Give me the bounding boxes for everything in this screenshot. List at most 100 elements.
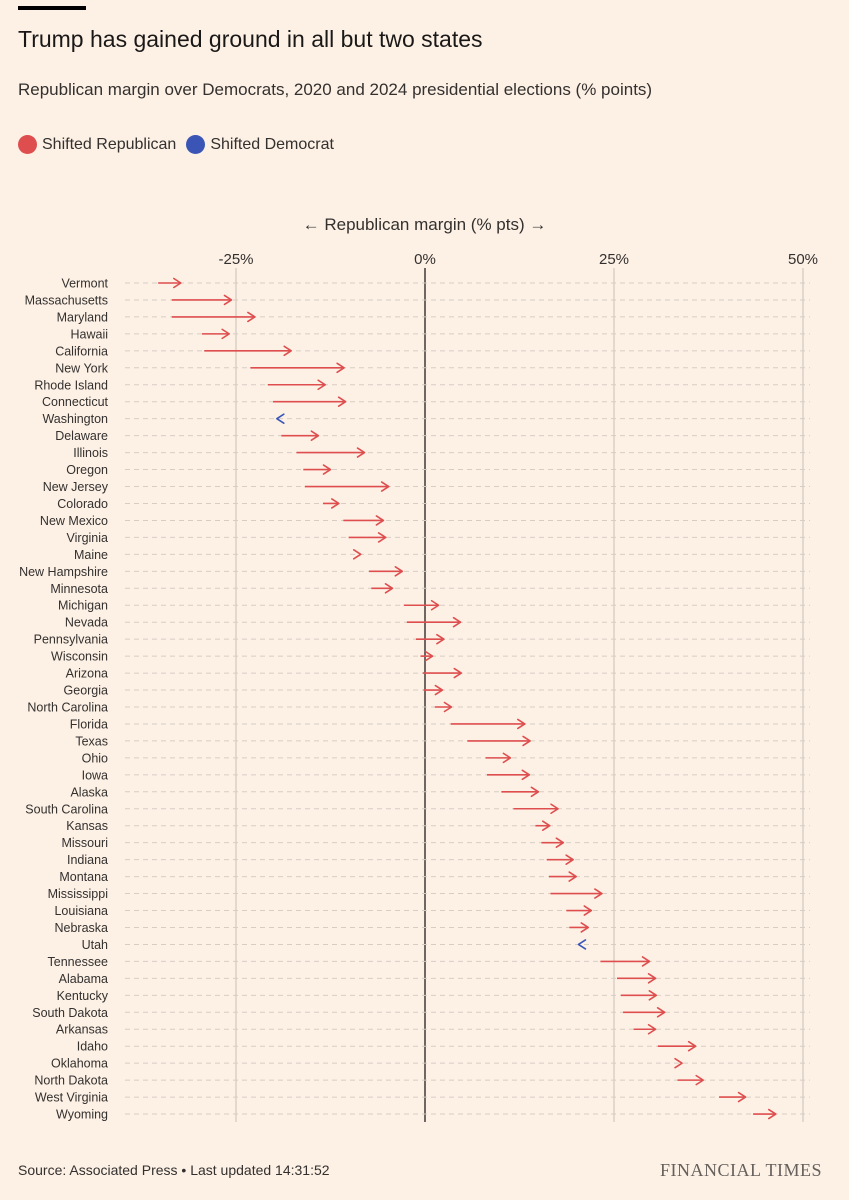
shift-arrow-head (276, 413, 285, 424)
state-label: Maine (74, 548, 108, 562)
state-label: Hawaii (70, 327, 108, 341)
state-label: New Hampshire (19, 565, 108, 579)
state-row: Kansas (66, 819, 810, 833)
state-label: Pennsylvania (34, 633, 108, 647)
state-label: Florida (70, 717, 108, 731)
state-label: Nebraska (55, 921, 109, 935)
state-row: Vermont (61, 277, 810, 291)
shift-arrow-head (247, 311, 256, 323)
state-label: Minnesota (50, 582, 108, 596)
shift-arrow-head (641, 956, 651, 967)
state-row: South Dakota (32, 1006, 810, 1020)
shift-arrow-head (541, 820, 551, 832)
shift-arrow-head (452, 616, 462, 628)
shift-arrow-head (173, 277, 182, 289)
state-row: New Jersey (43, 480, 810, 494)
state-row: Colorado (57, 497, 810, 511)
state-label: Texas (75, 734, 108, 748)
state-row: Wyoming (56, 1108, 810, 1122)
state-label: Tennessee (48, 955, 109, 969)
state-label: South Dakota (32, 1006, 108, 1020)
state-row: Massachusetts (25, 293, 810, 307)
shift-arrow-head (530, 786, 540, 798)
state-row: Virginia (67, 531, 810, 545)
shift-arrow-head (223, 294, 233, 306)
shift-arrow-head (336, 362, 345, 374)
state-label: Idaho (77, 1040, 108, 1054)
state-row: Oregon (66, 463, 810, 477)
state-label: South Carolina (25, 802, 108, 816)
state-label: Georgia (64, 684, 109, 698)
top-rule (18, 6, 86, 10)
state-row: Tennessee (48, 955, 810, 969)
state-row: Idaho (77, 1040, 810, 1054)
shift-arrow-head (565, 854, 574, 865)
shift-arrow-head (331, 498, 340, 509)
state-row: Hawaii (70, 327, 810, 341)
state-row: New Mexico (40, 514, 810, 528)
state-row: Washington (42, 412, 810, 426)
source-note: Source: Associated Press • Last updated … (18, 1162, 330, 1178)
state-row: Kentucky (57, 989, 810, 1003)
chart-title: Trump has gained ground in all but two s… (18, 26, 483, 52)
state-label: Arkansas (56, 1023, 108, 1037)
state-row: Maine (74, 548, 810, 562)
state-label: Massachusetts (25, 293, 108, 307)
shift-arrow-head (443, 701, 453, 713)
shift-arrow-head (380, 481, 390, 492)
shift-arrow-head (767, 1108, 777, 1120)
state-label: Vermont (61, 277, 108, 291)
state-row: Michigan (58, 599, 810, 613)
state-row: Ohio (82, 751, 810, 765)
tick-label-layer: -25% 0% 25% 50% (218, 251, 818, 268)
shift-arrow-head (221, 328, 230, 340)
state-label: Kentucky (57, 989, 109, 1003)
shift-arrow-head (375, 515, 385, 526)
state-row: Louisiana (54, 904, 810, 918)
shift-arrow-head (674, 1057, 683, 1069)
state-row: Oklahoma (51, 1057, 810, 1071)
state-label: Colorado (57, 497, 108, 511)
x-tick-label: 0% (414, 251, 436, 268)
shift-arrow-head (555, 837, 565, 848)
shift-arrow-head (430, 599, 440, 611)
shift-arrow-head (322, 464, 332, 475)
state-row: Illinois (73, 446, 810, 460)
shift-arrow-head (568, 871, 578, 882)
state-label: Alaska (70, 785, 108, 799)
shift-arrow-head (352, 549, 362, 560)
legend-item-democrat: Shifted Democrat (186, 135, 334, 154)
shift-arrow-head (453, 667, 463, 679)
state-row: Arizona (66, 667, 810, 681)
state-label: Maryland (57, 310, 108, 324)
shift-arrow-head (394, 566, 404, 577)
state-label: Ohio (82, 751, 108, 765)
x-tick-label: 50% (788, 251, 818, 268)
state-row: West Virginia (35, 1091, 810, 1105)
legend-item-republican: Shifted Republican (18, 135, 176, 154)
state-label: Kansas (66, 819, 108, 833)
state-row: Maryland (57, 310, 810, 324)
state-row: Alabama (59, 972, 810, 986)
shift-arrow-head (647, 973, 657, 984)
shift-arrow-head (356, 447, 366, 458)
legend-label-democrat: Shifted Democrat (210, 135, 334, 153)
state-label: Wyoming (56, 1108, 108, 1122)
state-label: Iowa (82, 768, 108, 782)
state-row: Rhode Island (34, 378, 810, 392)
state-label: Connecticut (42, 395, 109, 409)
state-row: Utah (82, 938, 810, 952)
state-row: Pennsylvania (34, 633, 810, 647)
state-label: Utah (82, 938, 108, 952)
shift-arrow-head (594, 888, 603, 899)
shift-arrow-head (656, 1006, 666, 1018)
state-row: Texas (75, 734, 810, 748)
legend: Shifted Republican Shifted Democrat (18, 135, 344, 154)
state-row: North Carolina (27, 701, 810, 715)
state-label: Delaware (55, 429, 108, 443)
shift-arrow-head (283, 345, 292, 357)
shift-arrow-head (522, 735, 531, 747)
shift-arrow-head (583, 905, 593, 916)
state-label: Oklahoma (51, 1057, 108, 1071)
state-label: New York (55, 361, 109, 375)
